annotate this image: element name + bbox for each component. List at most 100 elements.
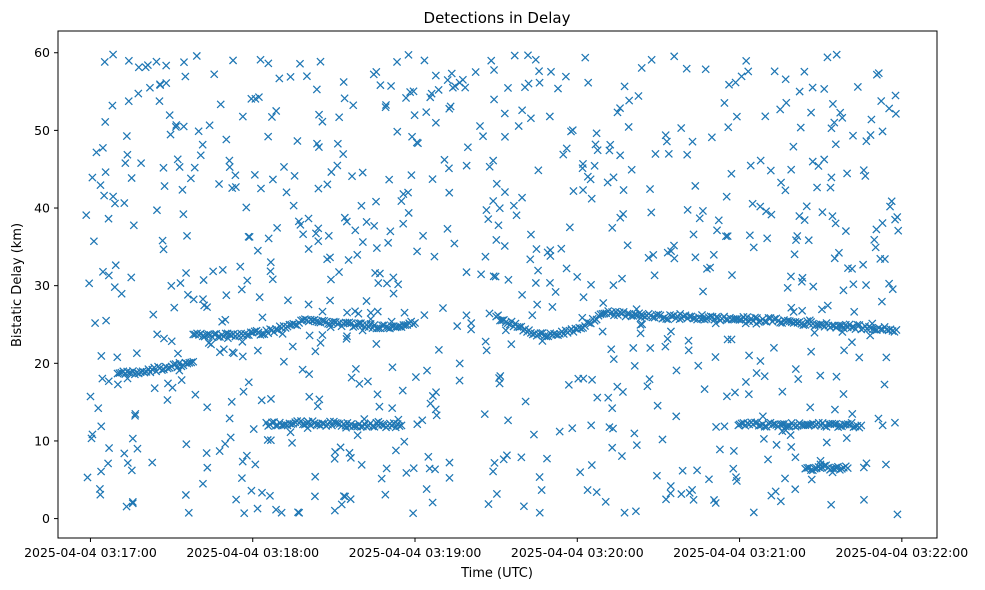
data-point-marker — [512, 211, 521, 220]
data-point-marker — [617, 452, 626, 461]
data-point-marker — [831, 219, 840, 228]
data-point-marker — [584, 78, 593, 87]
data-point-marker — [537, 486, 546, 495]
data-point-marker — [709, 250, 718, 259]
data-point-marker — [798, 273, 807, 282]
data-point-marker — [327, 421, 336, 430]
data-point-marker — [490, 95, 499, 104]
data-point-marker — [548, 302, 557, 311]
data-point-marker — [529, 430, 538, 439]
data-point-marker — [117, 289, 126, 298]
data-point-marker — [609, 355, 618, 364]
data-point-marker — [489, 156, 498, 165]
data-point-marker — [391, 446, 400, 455]
data-point-marker — [661, 342, 670, 351]
data-point-marker — [244, 232, 253, 241]
data-point-marker — [482, 206, 491, 215]
data-point-marker — [711, 498, 720, 508]
data-point-marker — [507, 340, 516, 349]
data-point-marker — [885, 202, 895, 211]
data-point-marker — [862, 459, 871, 468]
data-point-marker — [446, 102, 455, 111]
data-point-marker — [782, 98, 791, 107]
data-point-marker — [358, 168, 367, 177]
data-point-marker — [803, 463, 812, 472]
data-point-marker — [158, 236, 167, 245]
data-point-marker — [450, 239, 459, 248]
data-point-marker — [720, 422, 729, 431]
data-point-marker — [814, 161, 823, 170]
data-point-marker — [455, 376, 464, 385]
data-point-marker — [333, 139, 342, 148]
data-point-marker — [97, 422, 106, 431]
data-point-marker — [172, 120, 181, 130]
data-point-marker — [795, 212, 804, 221]
data-point-marker — [526, 114, 535, 123]
data-point-marker — [732, 112, 741, 121]
data-point-marker — [137, 159, 146, 168]
data-point-marker — [266, 394, 276, 403]
data-point-marker — [337, 500, 346, 509]
data-point-marker — [492, 235, 501, 244]
data-point-marker — [363, 377, 372, 386]
data-point-marker — [721, 232, 730, 241]
data-point-marker — [480, 410, 489, 419]
data-point-marker — [661, 131, 670, 140]
data-point-marker — [603, 178, 612, 187]
data-point-marker — [643, 382, 652, 391]
data-point-marker — [131, 411, 140, 420]
data-point-marker — [430, 252, 439, 261]
data-point-marker — [688, 137, 697, 146]
x-axis-label: Time (UTC) — [460, 566, 533, 581]
data-point-marker — [244, 378, 253, 387]
data-point-marker — [823, 53, 832, 62]
y-axis-label: Bistatic Delay (km) — [10, 223, 25, 347]
data-point-marker — [791, 485, 800, 494]
data-point-marker — [794, 375, 803, 384]
data-point-marker — [383, 323, 393, 333]
data-point-marker — [592, 488, 601, 497]
data-point-marker — [776, 497, 785, 506]
data-point-marker — [304, 244, 313, 254]
data-point-marker — [694, 361, 703, 370]
data-point-marker — [243, 276, 252, 285]
data-point-marker — [859, 260, 868, 269]
data-point-marker — [149, 310, 158, 319]
data-point-marker — [485, 309, 494, 318]
data-point-marker — [340, 94, 349, 103]
data-point-marker — [827, 500, 836, 509]
data-point-marker — [393, 127, 402, 136]
data-point-marker — [445, 473, 454, 482]
data-point-marker — [109, 192, 118, 201]
data-point-marker — [326, 275, 336, 284]
data-point-marker — [397, 197, 406, 206]
data-point-marker — [314, 110, 324, 119]
data-point-marker — [711, 353, 720, 362]
data-point-marker — [730, 388, 740, 397]
data-point-marker — [357, 460, 366, 469]
data-point-marker — [425, 464, 434, 473]
data-point-marker — [215, 447, 224, 456]
data-point-marker — [496, 371, 505, 381]
data-point-marker — [605, 146, 614, 155]
data-point-marker — [698, 287, 708, 296]
data-point-marker — [495, 379, 504, 388]
data-point-marker — [127, 273, 136, 282]
data-point-marker — [374, 279, 383, 288]
data-point-marker — [382, 279, 392, 288]
data-point-marker — [355, 379, 364, 388]
data-point-marker — [590, 161, 599, 170]
data-point-marker — [744, 67, 753, 76]
data-point-marker — [96, 490, 105, 499]
data-point-marker — [776, 105, 785, 114]
data-point-marker — [789, 142, 798, 151]
data-point-marker — [842, 434, 851, 443]
data-point-marker — [216, 100, 225, 109]
data-point-marker — [722, 192, 731, 201]
data-point-marker — [434, 85, 443, 94]
data-point-marker — [312, 85, 321, 94]
data-point-marker — [789, 307, 798, 316]
data-point-marker — [727, 271, 737, 280]
data-point-marker — [888, 285, 897, 294]
data-point-marker — [678, 466, 687, 475]
